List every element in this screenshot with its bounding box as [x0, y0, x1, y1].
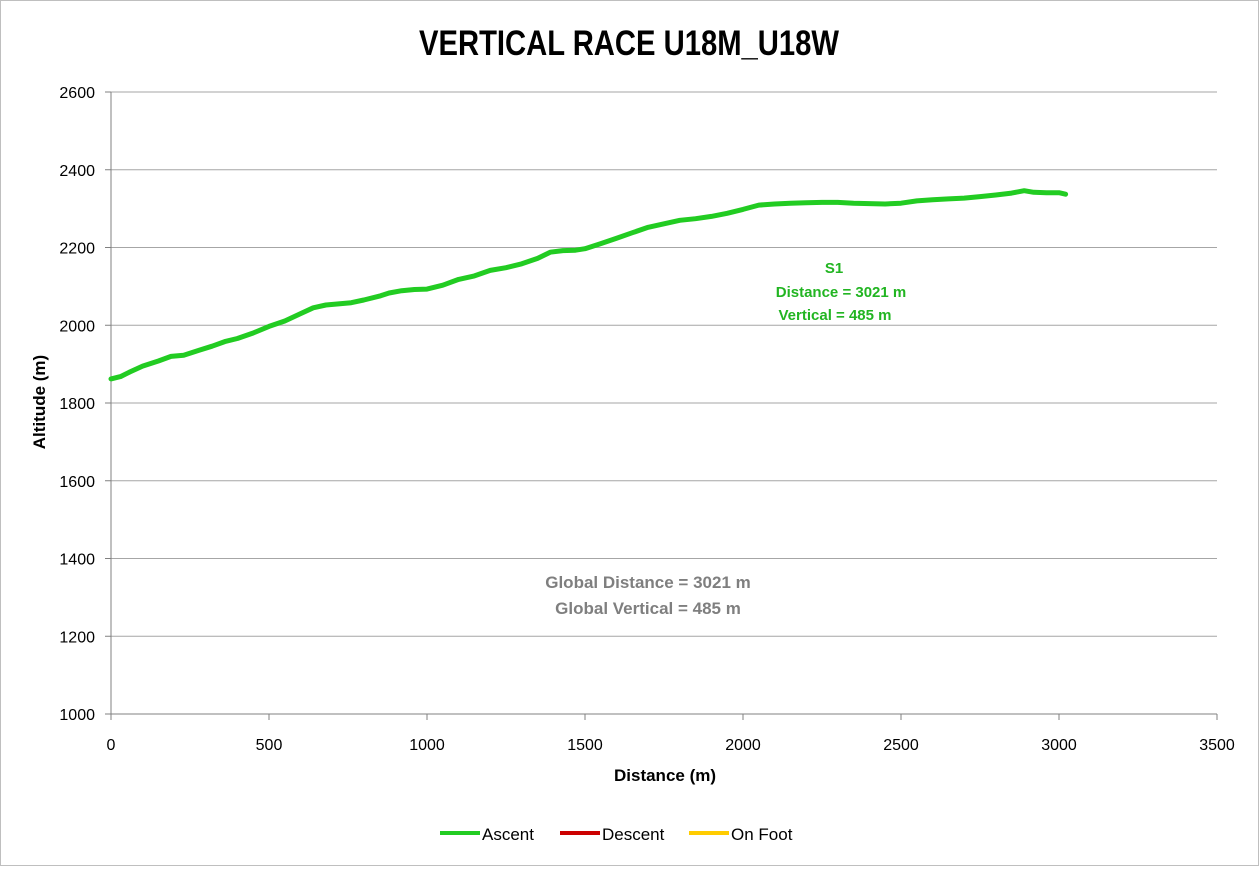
y-tick-label: 2600 [59, 85, 95, 102]
y-tick-label: 1600 [59, 474, 95, 491]
legend: Ascent Descent On Foot [440, 825, 793, 844]
x-tick-label: 2000 [725, 737, 761, 754]
global-distance-annotation: Global Distance = 3021 m [545, 573, 751, 592]
y-axis-ticks: 1000 1200 1400 1600 1800 2000 2200 2400 2600 [59, 85, 111, 724]
y-tick-label: 1200 [59, 629, 95, 646]
y-tick-label: 2400 [59, 163, 95, 180]
legend-label-descent: Descent [602, 825, 665, 844]
x-tick-label: 0 [107, 737, 116, 754]
x-tick-label: 1500 [567, 737, 603, 754]
series-line-ascent [108, 188, 1069, 382]
gridlines [111, 91, 1217, 637]
x-tick-label: 1000 [409, 737, 445, 754]
y-tick-label: 1800 [59, 396, 95, 413]
y-tick-label: 1000 [59, 707, 95, 724]
y-tick-label: 2000 [59, 318, 95, 335]
y-axis-label: Altitude (m) [30, 355, 49, 449]
global-vertical-annotation: Global Vertical = 485 m [555, 599, 741, 618]
x-tick-label: 3500 [1199, 737, 1235, 754]
segment-distance-annotation: Distance = 3021 m [776, 284, 907, 301]
x-tick-label: 3000 [1041, 737, 1077, 754]
x-axis-label: Distance (m) [614, 766, 716, 785]
x-tick-label: 2500 [883, 737, 919, 754]
x-axis-ticks: 0 500 1000 1500 2000 2500 3000 3500 [107, 714, 1235, 754]
chart-title: VERTICAL RACE U18M_U18W [419, 24, 839, 63]
legend-label-ascent: Ascent [482, 825, 534, 844]
legend-label-on-foot: On Foot [731, 825, 793, 844]
y-tick-label: 1400 [59, 552, 95, 569]
segment-title-annotation: S1 [825, 260, 843, 277]
x-tick-label: 500 [256, 737, 283, 754]
series [108, 188, 1069, 382]
segment-vertical-annotation: Vertical = 485 m [779, 307, 892, 324]
y-tick-label: 2200 [59, 241, 95, 258]
